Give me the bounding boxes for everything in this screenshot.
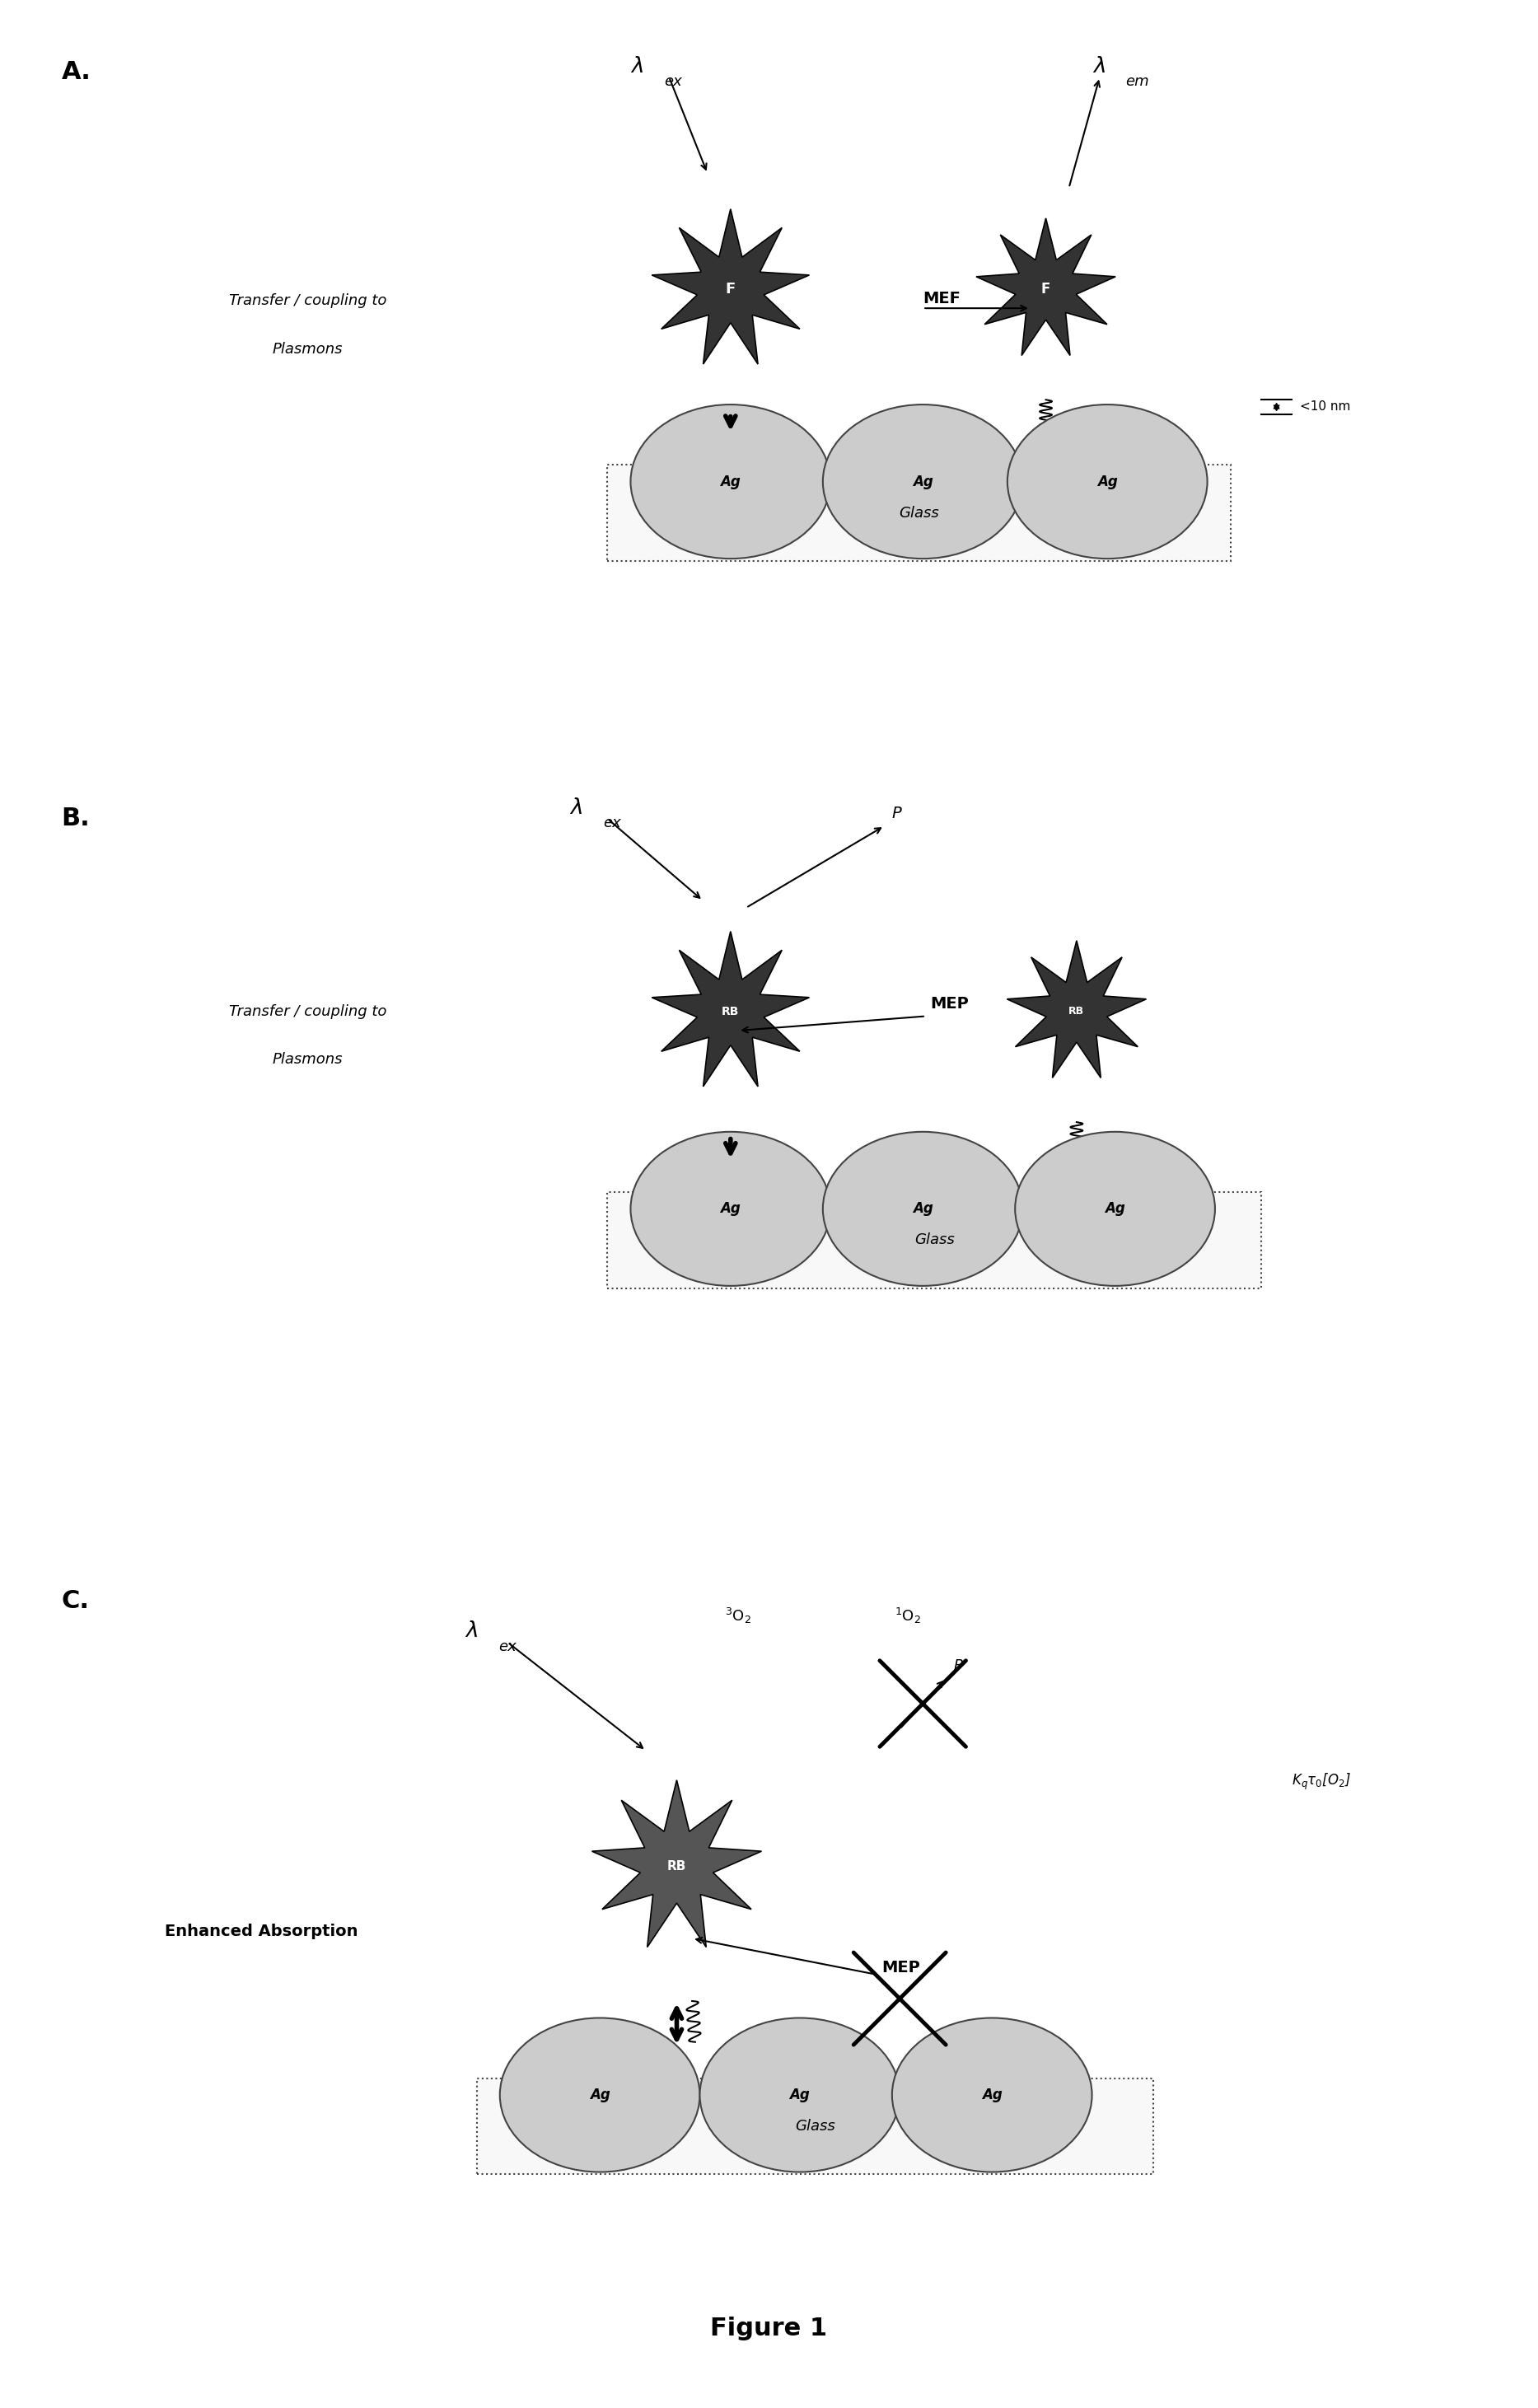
Text: B.: B. <box>62 807 91 831</box>
Polygon shape <box>592 1780 761 1948</box>
Text: $\lambda$: $\lambda$ <box>569 797 583 819</box>
Text: Transfer / coupling to: Transfer / coupling to <box>229 1004 386 1019</box>
Text: <10 nm: <10 nm <box>1300 400 1350 414</box>
Text: Ag: Ag <box>981 2088 1003 2102</box>
Text: Glass: Glass <box>795 2119 835 2133</box>
Text: $\lambda$: $\lambda$ <box>631 55 644 77</box>
Text: Glass: Glass <box>898 506 940 520</box>
Text: ex: ex <box>498 1640 517 1654</box>
Text: Glass: Glass <box>914 1233 955 1247</box>
FancyArrowPatch shape <box>1201 1676 1283 1936</box>
Text: Ag: Ag <box>789 2088 811 2102</box>
Text: RB: RB <box>721 1007 740 1016</box>
Ellipse shape <box>631 405 831 559</box>
Polygon shape <box>652 932 809 1086</box>
Ellipse shape <box>823 405 1023 559</box>
Text: ex: ex <box>664 75 683 89</box>
Ellipse shape <box>500 2018 700 2172</box>
Text: Ag: Ag <box>589 2088 611 2102</box>
Text: C.: C. <box>62 1589 89 1613</box>
Text: F: F <box>726 282 735 296</box>
Text: $\lambda$: $\lambda$ <box>1092 55 1106 77</box>
Polygon shape <box>652 209 809 364</box>
Text: Ag: Ag <box>720 474 741 489</box>
Ellipse shape <box>1015 1132 1215 1286</box>
FancyBboxPatch shape <box>477 2078 1154 2174</box>
Polygon shape <box>1007 942 1146 1079</box>
Text: $^3$O$_2$: $^3$O$_2$ <box>724 1606 752 1625</box>
Text: em: em <box>1126 75 1149 89</box>
Text: P: P <box>892 804 901 821</box>
Text: RB: RB <box>1069 1007 1084 1016</box>
FancyBboxPatch shape <box>608 465 1230 561</box>
Text: P: P <box>954 1659 963 1674</box>
Polygon shape <box>977 219 1115 356</box>
Text: Enhanced Absorption: Enhanced Absorption <box>165 1924 358 1938</box>
Text: MEF: MEF <box>923 291 961 306</box>
Text: ex: ex <box>603 816 621 831</box>
Ellipse shape <box>823 1132 1023 1286</box>
Text: Ag: Ag <box>912 474 934 489</box>
Ellipse shape <box>631 1132 831 1286</box>
Text: Ag: Ag <box>1104 1202 1126 1216</box>
Text: $^1$O$_2$: $^1$O$_2$ <box>894 1606 921 1625</box>
Text: Plasmons: Plasmons <box>272 342 343 356</box>
Text: F: F <box>1041 282 1050 296</box>
Text: RB: RB <box>667 1859 686 1873</box>
Text: Plasmons: Plasmons <box>272 1052 343 1067</box>
Text: Transfer / coupling to: Transfer / coupling to <box>229 294 386 308</box>
Text: K$_q\tau_0$[O$_2$]: K$_q\tau_0$[O$_2$] <box>1292 1772 1352 1792</box>
Text: Ag: Ag <box>720 1202 741 1216</box>
Text: Ag: Ag <box>1097 474 1118 489</box>
Ellipse shape <box>1007 405 1207 559</box>
Text: $\lambda$: $\lambda$ <box>464 1621 478 1642</box>
Ellipse shape <box>892 2018 1092 2172</box>
Ellipse shape <box>700 2018 900 2172</box>
Text: Figure 1: Figure 1 <box>711 2316 827 2341</box>
FancyArrowPatch shape <box>740 1623 906 1659</box>
Text: MEP: MEP <box>930 997 969 1011</box>
FancyBboxPatch shape <box>608 1192 1261 1288</box>
Text: A.: A. <box>62 60 91 84</box>
Text: MEP: MEP <box>881 1960 920 1975</box>
Text: Ag: Ag <box>912 1202 934 1216</box>
